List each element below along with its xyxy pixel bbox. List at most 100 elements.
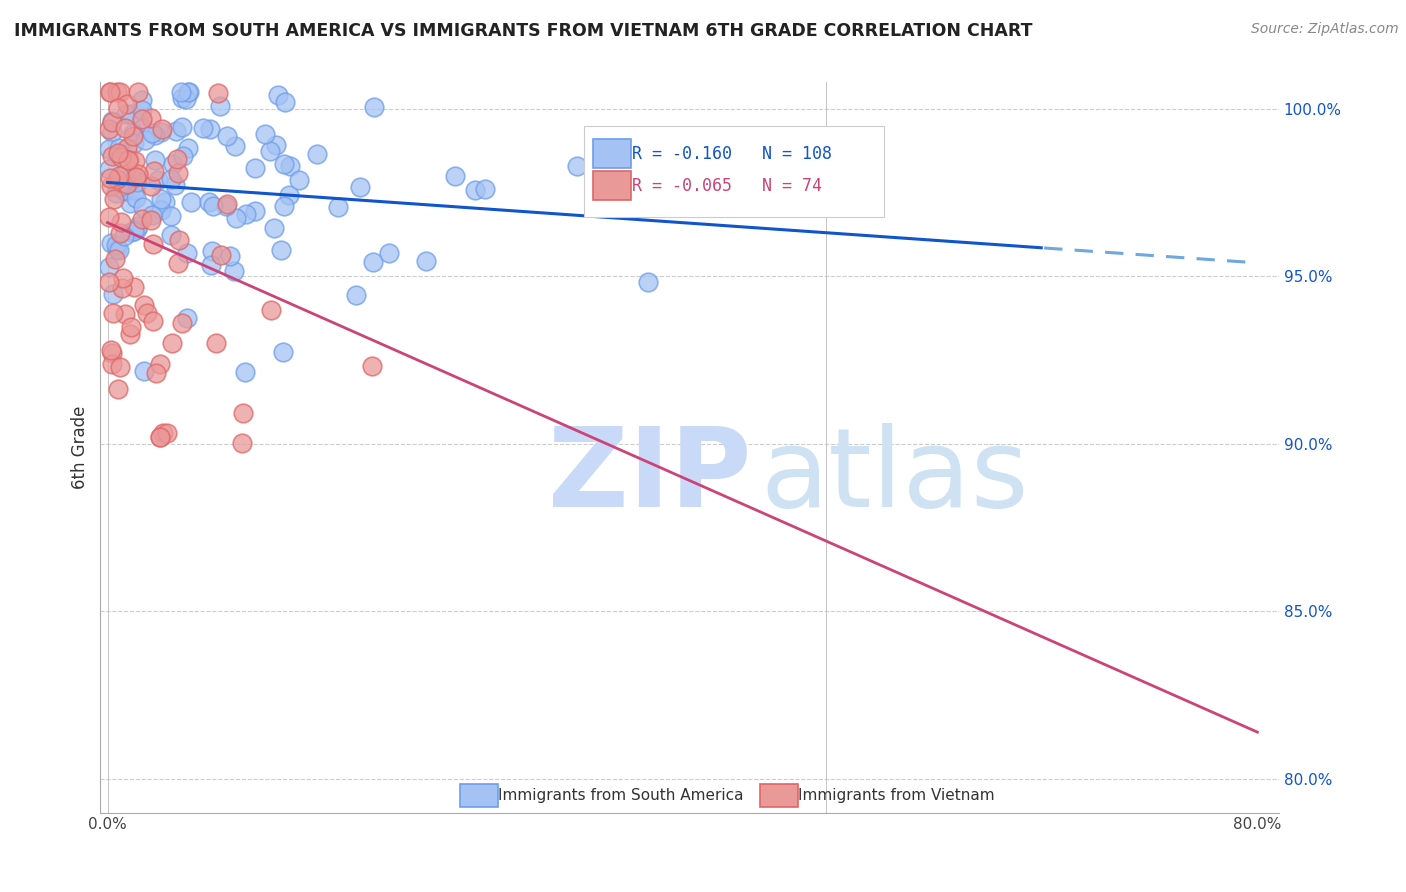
- Point: [200, 258, 222, 272]
- Point: [474, 181, 496, 195]
- Point: [145, 366, 167, 380]
- Point: [132, 121, 155, 136]
- Point: [232, 406, 254, 420]
- Point: [271, 345, 294, 359]
- Point: [150, 122, 173, 136]
- Point: [98, 170, 121, 185]
- Point: [131, 212, 153, 227]
- Point: [131, 93, 153, 107]
- Point: [174, 92, 197, 106]
- FancyBboxPatch shape: [761, 784, 799, 807]
- Point: [121, 127, 143, 141]
- Point: [235, 207, 257, 221]
- Point: [104, 252, 127, 267]
- Point: [152, 425, 174, 440]
- Point: [108, 243, 131, 257]
- Point: [114, 185, 136, 199]
- Point: [149, 430, 172, 444]
- Point: [108, 226, 131, 240]
- Point: [127, 219, 149, 234]
- Text: IMMIGRANTS FROM SOUTH AMERICA VS IMMIGRANTS FROM VIETNAM 6TH GRADE CORRELATION C: IMMIGRANTS FROM SOUTH AMERICA VS IMMIGRA…: [14, 22, 1032, 40]
- Point: [114, 166, 136, 180]
- Point: [139, 213, 162, 227]
- Point: [245, 203, 267, 218]
- Point: [124, 136, 146, 151]
- Y-axis label: 6th Grade: 6th Grade: [72, 406, 89, 489]
- Point: [156, 425, 179, 440]
- Point: [305, 147, 328, 161]
- Point: [122, 224, 145, 238]
- Point: [121, 129, 143, 144]
- Point: [172, 91, 194, 105]
- Point: [108, 169, 131, 183]
- Text: Immigrants from Vietnam: Immigrants from Vietnam: [799, 789, 994, 803]
- Point: [201, 199, 224, 213]
- Point: [266, 137, 288, 152]
- Point: [98, 275, 121, 289]
- Point: [141, 208, 163, 222]
- FancyBboxPatch shape: [460, 784, 498, 807]
- Point: [101, 305, 124, 319]
- Point: [107, 147, 129, 161]
- Point: [111, 281, 134, 295]
- Point: [115, 177, 138, 191]
- Point: [149, 430, 172, 444]
- Point: [204, 336, 226, 351]
- Point: [124, 191, 146, 205]
- Point: [141, 178, 163, 193]
- Point: [103, 192, 125, 206]
- Point: [107, 101, 129, 115]
- Text: R = -0.160   N = 108: R = -0.160 N = 108: [631, 145, 832, 162]
- Point: [117, 141, 139, 155]
- Point: [101, 357, 124, 371]
- Point: [149, 125, 172, 139]
- Point: [160, 336, 183, 351]
- Point: [135, 305, 157, 319]
- Point: [108, 85, 131, 99]
- Point: [245, 161, 267, 175]
- Point: [104, 238, 127, 252]
- Point: [177, 85, 200, 99]
- Point: [107, 141, 129, 155]
- Point: [107, 242, 129, 256]
- Point: [224, 138, 246, 153]
- Point: [115, 106, 138, 120]
- Point: [208, 99, 231, 113]
- Point: [267, 88, 290, 103]
- Point: [98, 85, 121, 99]
- Text: Immigrants from South America: Immigrants from South America: [498, 789, 742, 803]
- Point: [361, 359, 384, 373]
- Point: [101, 114, 124, 128]
- Point: [107, 146, 129, 161]
- Point: [143, 153, 166, 167]
- Point: [139, 112, 162, 126]
- Point: [176, 311, 198, 326]
- Point: [270, 244, 292, 258]
- Point: [115, 97, 138, 112]
- Point: [198, 195, 221, 210]
- Point: [172, 317, 194, 331]
- Point: [166, 152, 188, 166]
- Point: [112, 184, 135, 198]
- Point: [172, 149, 194, 163]
- Point: [132, 364, 155, 378]
- Point: [288, 173, 311, 187]
- Point: [118, 326, 141, 341]
- Text: R = -0.065   N = 74: R = -0.065 N = 74: [631, 177, 823, 194]
- Point: [159, 228, 181, 243]
- FancyBboxPatch shape: [593, 171, 631, 201]
- Point: [142, 314, 165, 328]
- Point: [121, 168, 143, 182]
- Point: [98, 142, 121, 156]
- Point: [107, 145, 129, 160]
- Point: [166, 256, 188, 270]
- Point: [146, 173, 169, 187]
- Point: [349, 180, 371, 194]
- Point: [101, 287, 124, 301]
- Point: [100, 346, 122, 360]
- Point: [231, 435, 253, 450]
- Point: [122, 280, 145, 294]
- Point: [142, 236, 165, 251]
- Point: [124, 154, 146, 169]
- Point: [567, 159, 589, 173]
